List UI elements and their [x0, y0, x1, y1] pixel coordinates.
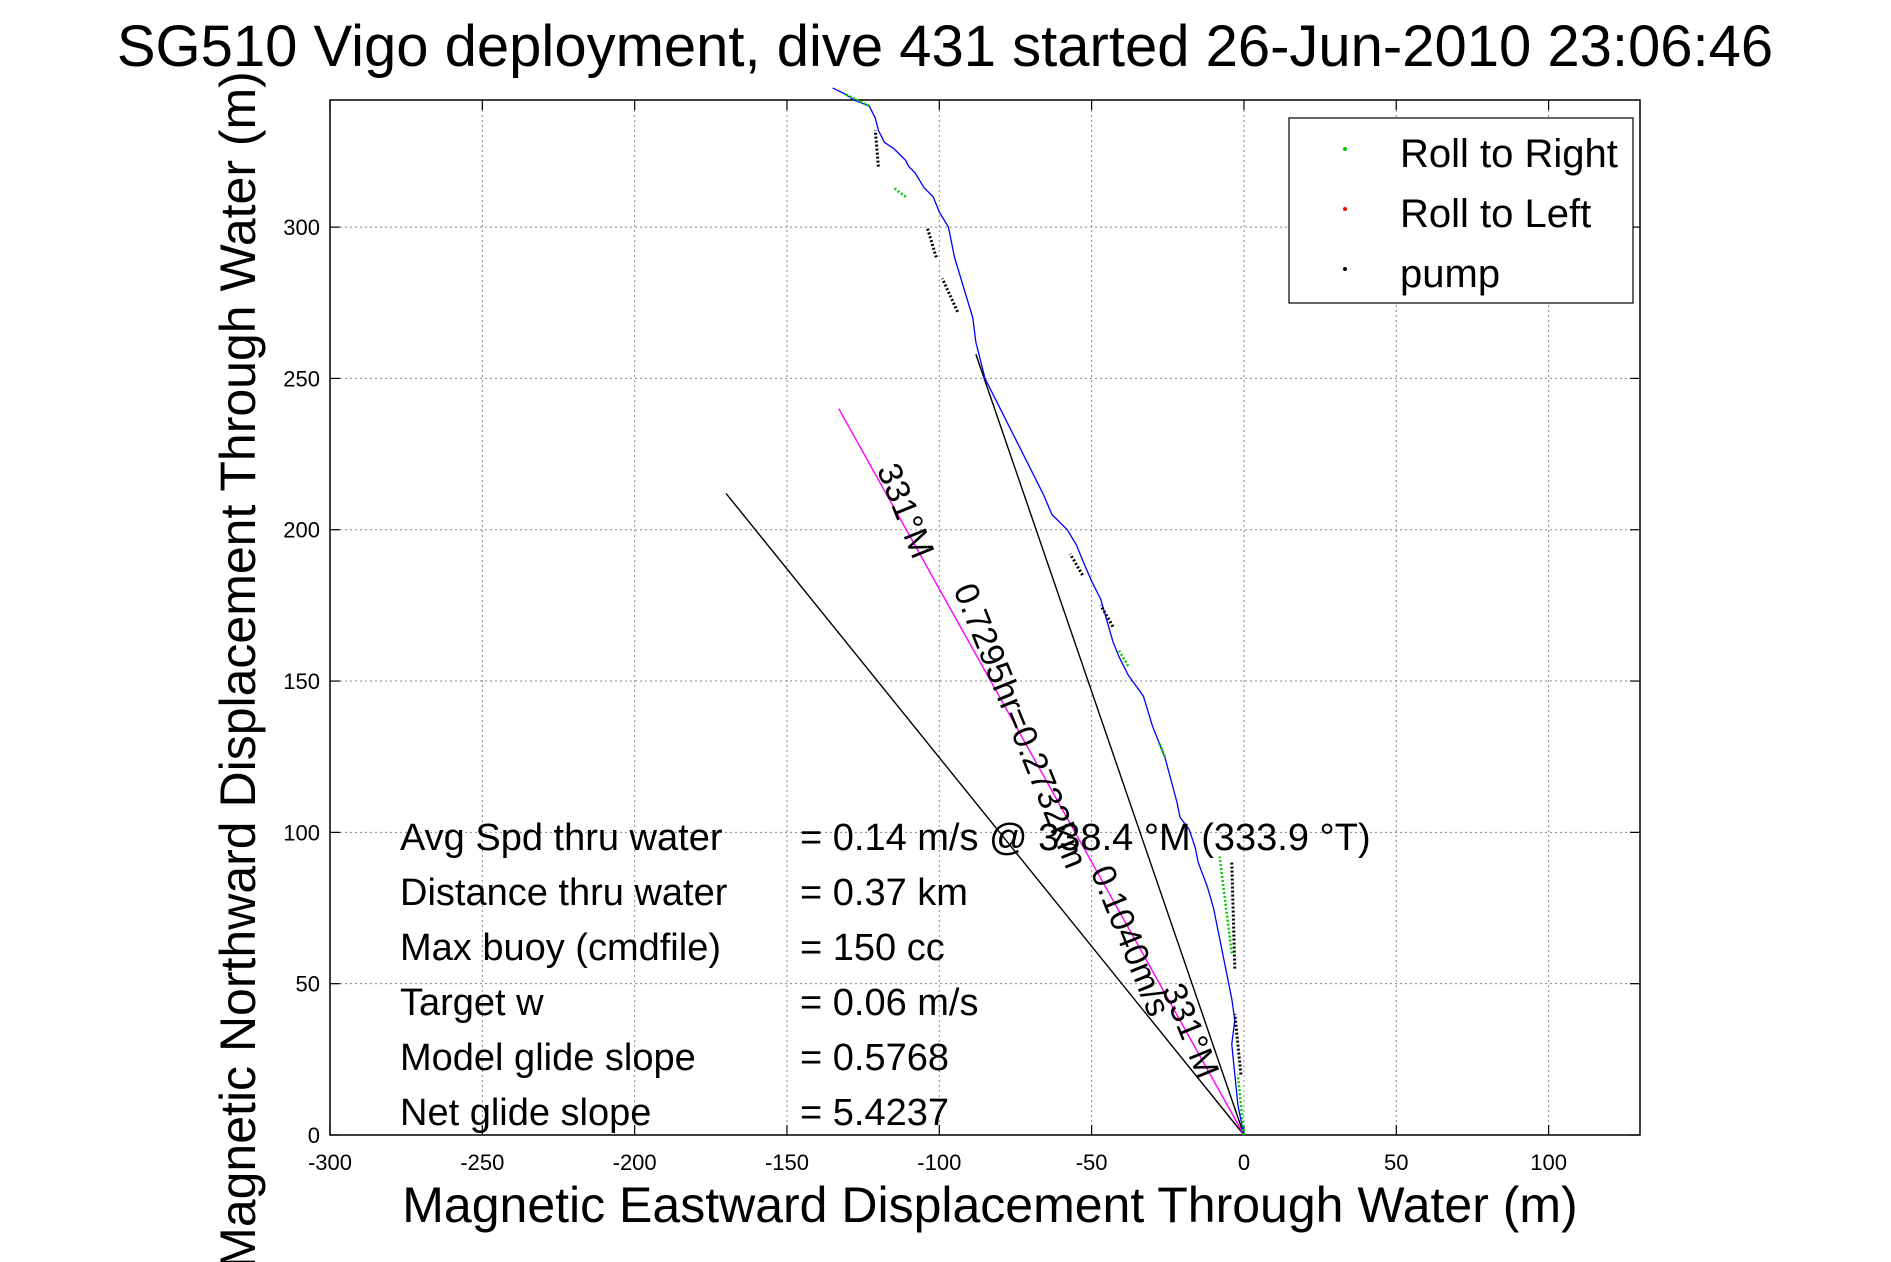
reference-lines — [725, 353, 1245, 1136]
y-axis-ticks: 0 50 100 150 200 250 300 — [283, 215, 1640, 1148]
y-tick-label: 0 — [308, 1123, 320, 1148]
x-tick-label: -250 — [460, 1150, 504, 1175]
stat-value: = 0.06 m/s — [800, 982, 978, 1024]
x-axis-label: Magnetic Eastward Displacement Through W… — [402, 1177, 1577, 1233]
stat-value: = 0.37 km — [800, 872, 968, 914]
stat-label: Distance thru water — [400, 872, 728, 914]
stat-value: = 0.14 m/s @ 338.4 °M (333.9 °T) — [800, 817, 1371, 859]
legend: Roll to Right Roll to Left pump — [1288, 117, 1634, 304]
roll-right-segment — [1218, 856, 1234, 954]
legend-label: Roll to Right — [1400, 132, 1618, 176]
x-tick-label: -150 — [765, 1150, 809, 1175]
x-tick-label: -300 — [308, 1150, 352, 1175]
rotated-label: 0.1040m/s — [1083, 860, 1178, 1021]
y-axis-label: Magnetic Northward Displacement Through … — [210, 71, 266, 1262]
track-line — [832, 87, 1245, 1136]
stat-label: Max buoy (cmdfile) — [400, 927, 721, 969]
roll-right-segment — [892, 186, 907, 198]
x-tick-label: 0 — [1238, 1150, 1250, 1175]
chart-title: SG510 Vigo deployment, dive 431 started … — [117, 14, 1773, 79]
y-tick-label: 300 — [283, 215, 320, 240]
y-tick-label: 100 — [283, 820, 320, 845]
stat-value: = 0.5768 — [800, 1037, 949, 1079]
pump-segment — [873, 130, 880, 167]
line-average — [975, 353, 1245, 1136]
legend-label: pump — [1400, 252, 1500, 296]
roll-right-segment — [1117, 650, 1130, 667]
pump-segment — [1099, 604, 1115, 628]
y-tick-label: 250 — [283, 366, 320, 391]
stat-label: Model glide slope — [400, 1037, 696, 1079]
y-tick-label: 200 — [283, 518, 320, 543]
stat-value: = 5.4237 — [800, 1092, 949, 1134]
legend-marker — [1343, 267, 1347, 271]
stat-label: Avg Spd thru water — [400, 817, 723, 859]
line-heading — [838, 408, 1245, 1136]
stat-value: = 150 cc — [800, 927, 945, 969]
pump-segment — [940, 277, 959, 313]
x-tick-label: -200 — [613, 1150, 657, 1175]
stat-label: Target w — [400, 982, 544, 1024]
x-tick-label: -100 — [917, 1150, 961, 1175]
line-current — [725, 492, 1245, 1136]
x-axis-ticks: -300 -250 -200 -150 -100 -50 0 50 100 — [308, 100, 1567, 1175]
pump-segment — [1233, 1013, 1243, 1075]
pump-segment — [1069, 553, 1084, 576]
series-track — [832, 87, 1246, 1136]
x-tick-label: -50 — [1076, 1150, 1108, 1175]
legend-marker — [1343, 207, 1347, 211]
pump-segment — [925, 226, 938, 258]
x-tick-label: 100 — [1530, 1150, 1567, 1175]
y-tick-label: 150 — [283, 669, 320, 694]
pump-segment — [1230, 862, 1237, 969]
legend-marker — [1343, 147, 1347, 151]
plot-frame — [329, 99, 1641, 1136]
x-tick-label: 50 — [1384, 1150, 1408, 1175]
stat-label: Net glide slope — [400, 1092, 651, 1134]
y-tick-label: 50 — [296, 972, 320, 997]
legend-label: Roll to Left — [1400, 192, 1591, 236]
roll-right-segment — [1157, 741, 1166, 758]
rotated-label: 331°M — [869, 458, 941, 564]
stats-block: Avg Spd thru water = 0.14 m/s @ 338.4 °M … — [400, 817, 1371, 1134]
roll-right-segment — [844, 92, 870, 108]
